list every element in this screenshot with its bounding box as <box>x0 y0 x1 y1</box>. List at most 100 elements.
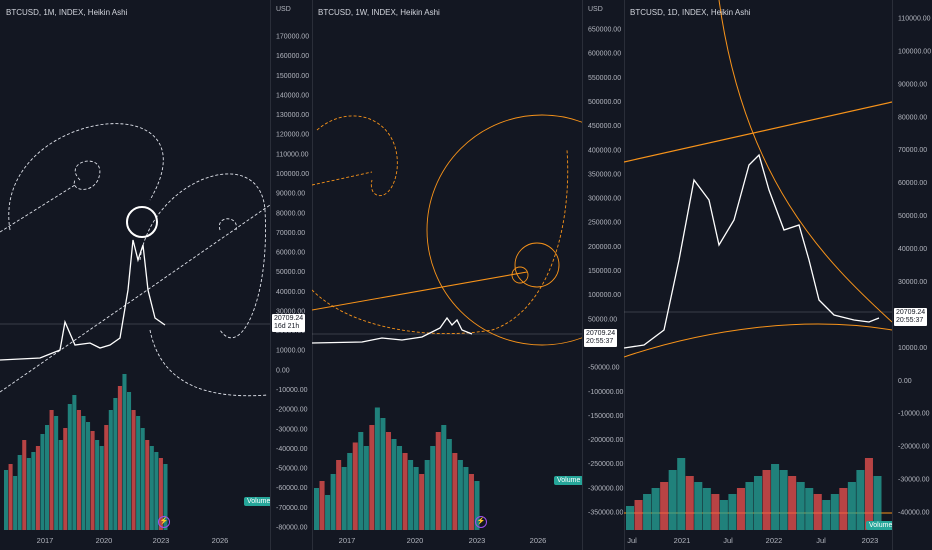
volume-bar <box>358 432 364 530</box>
x-tick-label: 2022 <box>766 536 783 545</box>
x-tick-label: 2021 <box>674 536 691 545</box>
volume-bar <box>8 464 13 530</box>
volume-bar <box>847 482 856 530</box>
y-tick-label: 80000.00 <box>898 114 927 121</box>
volume-bar <box>745 482 754 530</box>
lightning-icon-1[interactable]: ⚡ <box>158 516 170 528</box>
y-tick-label: 500000.00 <box>588 99 621 106</box>
y-tick-label: 50000.00 <box>898 213 927 220</box>
y-tick-label: 130000.00 <box>276 112 309 119</box>
volume-bar <box>457 460 463 530</box>
volume-bar <box>380 418 386 530</box>
x-tick-label: Jul <box>627 536 637 545</box>
trend-line-dashed <box>312 171 373 186</box>
y-tick-label: 650000.00 <box>588 27 621 34</box>
price-axis-1[interactable]: 170000.00 160000.00 150000.00 140000.00 1300… <box>270 0 312 550</box>
volume-bar <box>131 410 136 530</box>
chart-pane-3[interactable]: Jul 2021 Jul 2022 Jul 2023 BTCUSD, 1D, INDEX,… <box>624 0 892 550</box>
volume-bar <box>163 464 168 530</box>
volume-bar <box>668 470 677 530</box>
y-tick-label: -70000.00 <box>276 505 308 512</box>
last-price-label-2: 20709.24 20:55:37 <box>584 329 618 347</box>
y-tick-label: 400000.00 <box>588 147 621 154</box>
price-axis-2[interactable]: 650000.00 600000.00 550000.00 500000.00 4500… <box>582 0 624 550</box>
chart-canvas-3: Jul 2021 Jul 2022 Jul 2023 <box>624 0 892 545</box>
y-tick-label: 160000.00 <box>276 53 309 60</box>
y-tick-label: 100000.00 <box>276 171 309 178</box>
pane-divider-1 <box>270 0 271 550</box>
y-tick-label: 350000.00 <box>588 171 621 178</box>
last-price-label-3: 20709.24 20:55:37 <box>894 308 928 326</box>
countdown-2: 20:55:37 <box>586 338 614 345</box>
chart-pane-2[interactable]: 2017 2020 2023 2026 BTCUSD, 1W, INDEX, Heik… <box>312 0 582 550</box>
volume-bar <box>822 500 831 530</box>
volume-bar <box>319 481 325 530</box>
volume-bar <box>58 440 63 530</box>
x-tick-label: Jul <box>723 536 733 545</box>
fib-spiral-dashed <box>139 173 267 338</box>
volume-bar <box>435 432 441 530</box>
volume-bar <box>719 500 728 530</box>
y-tick-label: 50000.00 <box>276 269 305 276</box>
fib-spiral-dashed <box>218 218 237 231</box>
chart-canvas-2: 2017 2020 2023 2026 <box>312 114 582 545</box>
volume-bar <box>711 494 720 530</box>
panel-title-1: BTCUSD, 1M, INDEX, Heikin Ashi <box>6 8 128 17</box>
volume-bar <box>634 500 643 530</box>
y-tick-label: 170000.00 <box>276 34 309 41</box>
currency-label-2: USD <box>588 6 603 13</box>
volume-bar <box>430 446 436 530</box>
y-tick-label: 30000.00 <box>276 308 305 315</box>
y-tick-label: 110000.00 <box>898 16 931 23</box>
x-tick-label: 2023 <box>153 536 170 545</box>
volume-bar <box>26 458 31 530</box>
volume-bar <box>402 453 408 530</box>
y-tick-label: 60000.00 <box>276 250 305 257</box>
y-tick-label: -100000.00 <box>588 389 624 396</box>
price-axis-canvas-2: 650000.00 600000.00 550000.00 500000.00 4500… <box>588 27 624 517</box>
y-tick-label: -80000.00 <box>276 525 308 532</box>
volume-bar <box>446 439 452 530</box>
fib-spiral-dashed <box>8 123 164 231</box>
y-tick-label: 0.00 <box>276 367 290 374</box>
volume-bar <box>45 425 50 530</box>
volume-bar <box>856 470 865 530</box>
volume-bar <box>702 488 711 530</box>
volume-bar <box>76 410 81 530</box>
volume-bar <box>424 460 430 530</box>
price-axis-3[interactable]: 110000.00 100000.00 90000.00 80000.00 70000.… <box>892 0 932 550</box>
lightning-icon-2[interactable]: ⚡ <box>475 516 487 528</box>
y-tick-label: -10000.00 <box>276 387 308 394</box>
volume-bar <box>145 440 150 530</box>
y-tick-label: 110000.00 <box>276 151 309 158</box>
volume-bar <box>158 458 163 530</box>
volume-bar <box>149 446 154 530</box>
trend-line-dashed <box>0 184 76 233</box>
volume-bar <box>13 476 18 530</box>
y-tick-label: 10000.00 <box>276 348 305 355</box>
highlight-circle <box>126 206 158 238</box>
volume-bar <box>771 464 780 530</box>
volume-bar <box>441 425 447 530</box>
price-axis-canvas-3: 110000.00 100000.00 90000.00 80000.00 70000.… <box>898 16 931 517</box>
trend-line-dashed <box>0 204 270 393</box>
volume-bar <box>117 386 122 530</box>
last-price-value-2: 20709.24 <box>586 330 616 337</box>
y-tick-label: 50000.00 <box>588 316 617 323</box>
volume-bar <box>363 446 369 530</box>
chart-pane-1[interactable]: 2017 2020 2023 2026 BTCUSD, 1M, INDEX, Heik… <box>0 0 270 550</box>
volume-bar <box>136 416 141 530</box>
volume-bar <box>113 398 118 530</box>
volume-bar <box>341 467 347 530</box>
y-tick-label: 60000.00 <box>898 180 927 187</box>
y-tick-label: 70000.00 <box>276 230 305 237</box>
y-tick-label: 80000.00 <box>276 210 305 217</box>
volume-bar <box>140 428 145 530</box>
currency-label-1: USD <box>276 6 291 13</box>
price-series <box>0 239 166 361</box>
y-tick-label: 120000.00 <box>276 132 309 139</box>
volume-bar <box>330 474 336 530</box>
y-tick-label: -30000.00 <box>898 477 930 484</box>
volume-bar <box>17 455 22 530</box>
volume-bar <box>86 422 91 530</box>
